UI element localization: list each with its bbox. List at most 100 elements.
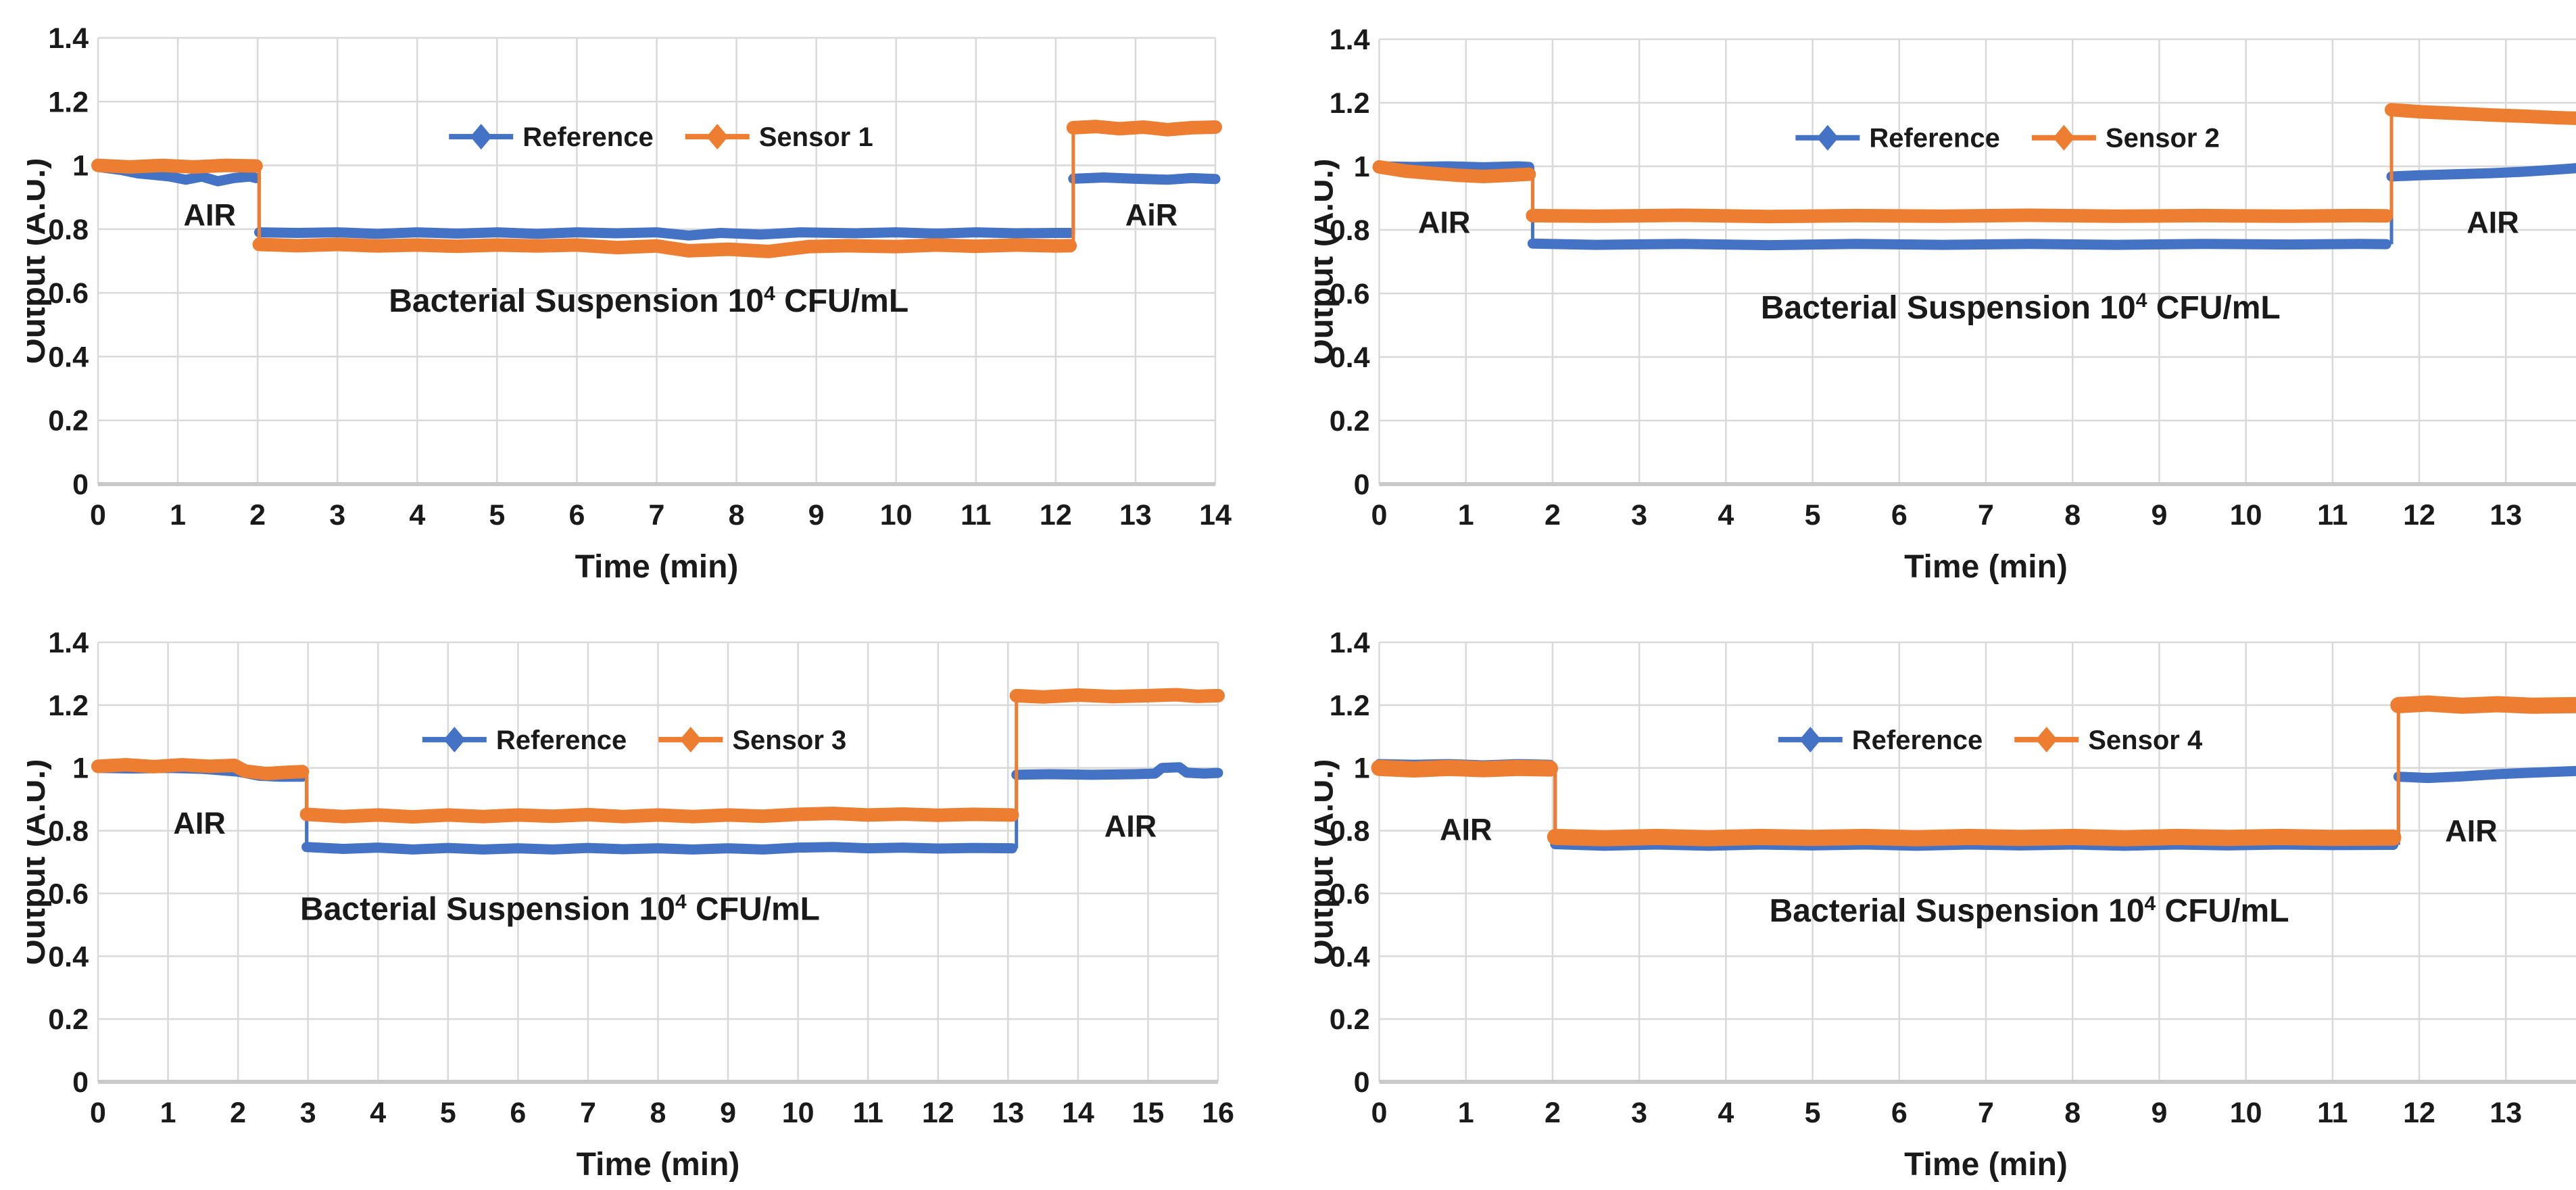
- x-tick-label: 5: [489, 499, 505, 531]
- series-line: [1073, 126, 1215, 130]
- series-line: [1555, 837, 2393, 838]
- legend-marker-diamond: [470, 124, 492, 149]
- x-tick-label: 1: [170, 499, 186, 531]
- legend-item-reference: Reference: [1778, 725, 1983, 755]
- x-tick-label: 0: [90, 1097, 106, 1129]
- x-tick-label: 9: [720, 1097, 736, 1129]
- x-tick-label: 6: [1891, 499, 1907, 531]
- x-axis-title: Time (min): [1904, 1147, 2068, 1183]
- x-tick-label: 2: [1545, 1097, 1561, 1129]
- x-tick-label: 0: [1371, 1097, 1388, 1129]
- annotation-2: AIR: [2445, 814, 2498, 849]
- y-tick-label: 0.2: [1330, 405, 1370, 437]
- chart-canvas-sensor-2: 0123456789101112131400.20.40.60.811.21.4…: [1315, 11, 2576, 600]
- legend: Reference Sensor 1: [449, 122, 873, 152]
- x-tick-label: 8: [650, 1097, 666, 1129]
- chart-sensor-2: 0123456789101112131400.20.40.60.811.21.4…: [1315, 11, 2576, 600]
- x-tick-label: 9: [2151, 499, 2167, 531]
- annotation-0: AIR: [173, 806, 226, 840]
- y-tick-label: 1.4: [48, 627, 89, 659]
- x-tick-label: 8: [2064, 1097, 2081, 1129]
- x-axis-title: Time (min): [1904, 549, 2068, 585]
- legend-marker-diamond: [1817, 125, 1839, 151]
- legend-marker-diamond: [680, 727, 702, 753]
- annotation-1: Bacterial Suspension 104 CFU/mL: [1770, 892, 2289, 929]
- series-line: [1532, 215, 2386, 216]
- y-tick-label: 0.6: [48, 277, 89, 310]
- x-tick-label: 2: [230, 1097, 246, 1129]
- series-line: [2398, 704, 2575, 706]
- x-tick-label: 0: [90, 499, 106, 531]
- y-tick-label: 0: [1354, 469, 1370, 501]
- legend: Reference Sensor 2: [1795, 124, 2219, 153]
- y-axis-title: Output (A.U.): [27, 759, 52, 966]
- x-tick-label: 13: [992, 1097, 1024, 1129]
- x-tick-label: 1: [1458, 499, 1474, 531]
- legend-item-reference: Reference: [449, 122, 653, 152]
- x-tick-label: 3: [1631, 1097, 1647, 1129]
- y-tick-label: 1.2: [1330, 87, 1370, 120]
- legend-item-reference: Reference: [1795, 124, 1999, 153]
- x-tick-label: 7: [649, 499, 665, 531]
- y-tick-label: 0: [72, 469, 89, 501]
- legend-marker-diamond: [1799, 727, 1821, 753]
- series-line: [1380, 768, 1551, 769]
- legend-marker-diamond: [443, 727, 465, 753]
- y-tick-label: 0.8: [48, 815, 89, 848]
- series-line: [260, 245, 1071, 252]
- annotation-1: Bacterial Suspension 104 CFU/mL: [389, 283, 908, 319]
- legend-label: Sensor 1: [759, 122, 873, 152]
- series-line: [260, 233, 1071, 236]
- legend-item-sensor-4: Sensor 4: [2014, 725, 2203, 755]
- x-tick-label: 5: [1805, 1097, 1821, 1129]
- x-tick-label: 13: [1119, 499, 1152, 531]
- series-line: [1073, 178, 1215, 180]
- annotation-0: AIR: [1418, 205, 1471, 239]
- x-tick-label: 10: [2230, 499, 2262, 531]
- x-tick-label: 11: [961, 499, 991, 531]
- y-axis-title: Output (A.U.): [1315, 159, 1340, 365]
- x-tick-label: 14: [1062, 1097, 1094, 1129]
- y-tick-label: 0.2: [48, 405, 89, 437]
- y-tick-label: 1.4: [1330, 24, 1370, 56]
- legend-label: Sensor 4: [2088, 725, 2203, 755]
- legend-label: Reference: [1869, 124, 1999, 153]
- y-tick-label: 1.4: [1330, 627, 1370, 659]
- x-tick-label: 16: [1202, 1097, 1234, 1129]
- legend-label: Reference: [523, 122, 653, 152]
- series-line: [1017, 695, 1218, 697]
- x-tick-label: 0: [1371, 499, 1388, 531]
- x-axis-title: Time (min): [577, 1147, 740, 1183]
- x-tick-label: 9: [808, 499, 825, 531]
- legend-marker-diamond: [2053, 125, 2074, 151]
- gridlines: [98, 642, 1218, 1082]
- legend-label: Reference: [1852, 725, 1983, 755]
- x-tick-label: 1: [160, 1097, 176, 1129]
- legend-label: Sensor 3: [732, 725, 846, 755]
- x-tick-label: 12: [1040, 499, 1072, 531]
- gridlines: [98, 38, 1215, 484]
- x-tick-label: 5: [440, 1097, 456, 1129]
- y-tick-label: 0.4: [48, 941, 89, 973]
- y-tick-label: 1: [72, 753, 89, 785]
- x-tick-label: 12: [2403, 499, 2435, 531]
- x-tick-label: 1: [1458, 1097, 1474, 1129]
- y-tick-label: 1.2: [48, 690, 89, 722]
- y-axis-title: Output (A.U.): [1315, 759, 1340, 966]
- x-tick-label: 7: [580, 1097, 596, 1129]
- x-tick-label: 4: [1718, 1097, 1734, 1129]
- legend: Reference Sensor 4: [1778, 725, 2203, 755]
- series-sensor-4: [1380, 704, 2575, 838]
- x-tick-label: 4: [370, 1097, 386, 1129]
- x-tick-label: 13: [2489, 1097, 2522, 1129]
- y-tick-label: 1: [72, 150, 89, 183]
- x-tick-label: 9: [2151, 1097, 2167, 1129]
- legend-label: Sensor 2: [2106, 124, 2220, 153]
- chart-sensor-4: 0123456789101112131400.20.40.60.811.21.4…: [1315, 600, 2576, 1190]
